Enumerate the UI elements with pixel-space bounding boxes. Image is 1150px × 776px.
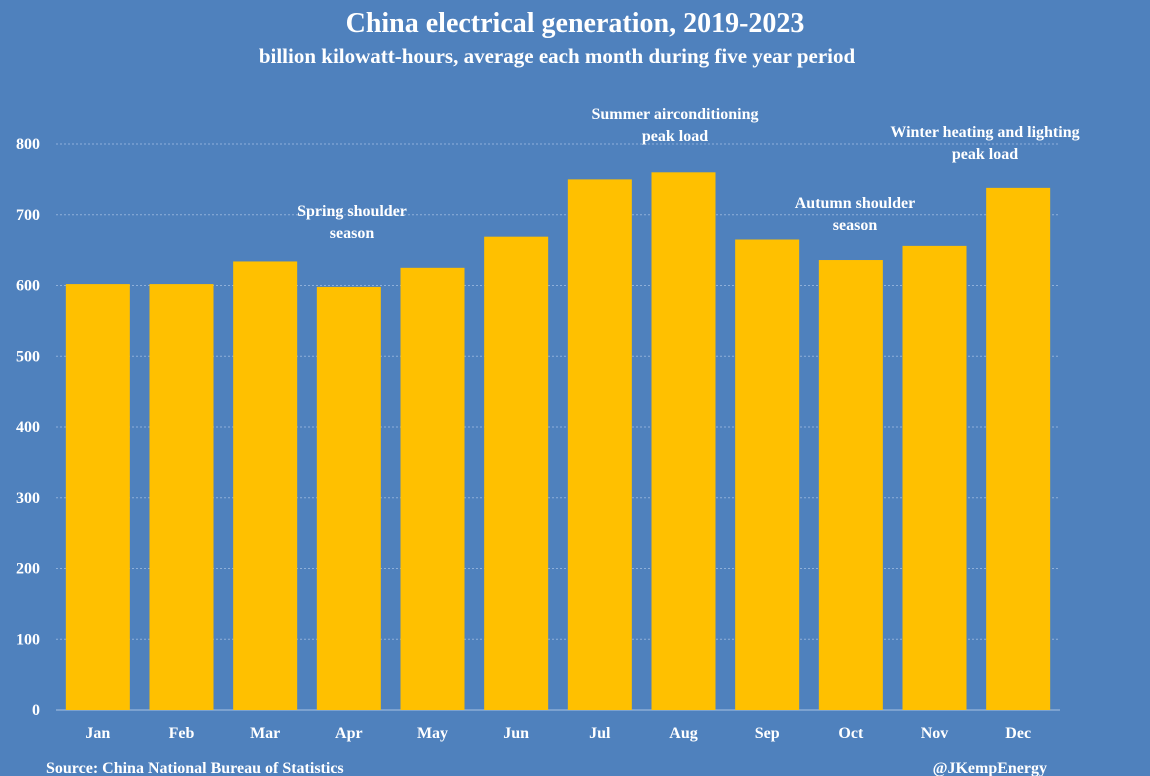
y-tick-label: 400: [16, 419, 40, 436]
x-tick-label: Apr: [335, 725, 363, 742]
x-tick-label: Jun: [503, 725, 529, 742]
bar-may: [400, 267, 465, 710]
chart-title: China electrical generation, 2019-2023: [346, 8, 805, 39]
bar-oct: [818, 260, 883, 710]
bar-aug: [651, 172, 716, 711]
bar-mar: [233, 261, 298, 710]
annotation-line: Winter heating and lighting: [890, 124, 1079, 141]
y-tick-label: 600: [16, 278, 40, 295]
bar-jul: [567, 179, 632, 710]
x-tick-label: May: [417, 725, 448, 742]
x-tick-label: Dec: [1005, 725, 1031, 742]
y-tick-label: 0: [32, 702, 40, 719]
x-tick-label: Nov: [921, 725, 949, 742]
y-tick-label: 100: [16, 631, 40, 648]
x-tick-label: Mar: [250, 725, 280, 742]
x-tick-label: Jul: [589, 725, 611, 742]
annotation-line: peak load: [952, 146, 1018, 163]
y-tick-label: 700: [16, 207, 40, 224]
y-tick-label: 200: [16, 561, 40, 578]
annotation-line: Spring shoulder: [297, 203, 407, 220]
annotation-text: Summer airconditioning peak load: [592, 106, 759, 145]
source-note: Source: China National Bureau of Statist…: [46, 760, 344, 776]
bar-jun: [484, 236, 549, 710]
bar-sep: [735, 239, 800, 710]
x-tick-label: Sep: [755, 725, 780, 742]
x-axis-ticks: Jan Feb Mar Apr May Jun Jul Aug Sep Oct Nov Dec: [85, 725, 1031, 742]
annotation-text: Autumn shoulder season: [795, 195, 915, 234]
annotation-line: season: [330, 225, 375, 242]
bar-dec: [986, 187, 1051, 711]
annotation-line: peak load: [642, 128, 708, 145]
x-tick-label: Jan: [85, 725, 110, 742]
annotation-text: Winter heating and lighting peak load: [890, 124, 1079, 163]
y-axis-ticks: 0 100 200 300 400 500 600 700 800: [16, 136, 40, 719]
y-tick-label: 800: [16, 136, 40, 153]
annotation-line: Autumn shoulder: [795, 195, 915, 212]
x-tick-label: Feb: [169, 725, 195, 742]
bar-feb: [149, 284, 214, 710]
x-tick-label: Aug: [669, 725, 697, 742]
gridlines: [56, 143, 1060, 711]
bar-apr: [316, 286, 381, 710]
chart-subtitle: billion kilowatt-hours, average each mon…: [259, 44, 856, 68]
y-tick-label: 500: [16, 348, 40, 365]
bar-nov: [902, 245, 967, 710]
y-tick-label: 300: [16, 490, 40, 507]
bars: [65, 172, 1051, 711]
annotation-line: season: [833, 217, 878, 234]
x-tick-label: Oct: [838, 725, 864, 742]
annotation-text: Spring shoulder season: [297, 203, 407, 242]
author-credit: @JKempEnergy: [933, 760, 1047, 776]
bar-jan: [65, 284, 130, 710]
annotations: Spring shoulder season Summer aircondition…: [297, 106, 1080, 242]
annotation-line: Summer airconditioning: [592, 106, 759, 123]
